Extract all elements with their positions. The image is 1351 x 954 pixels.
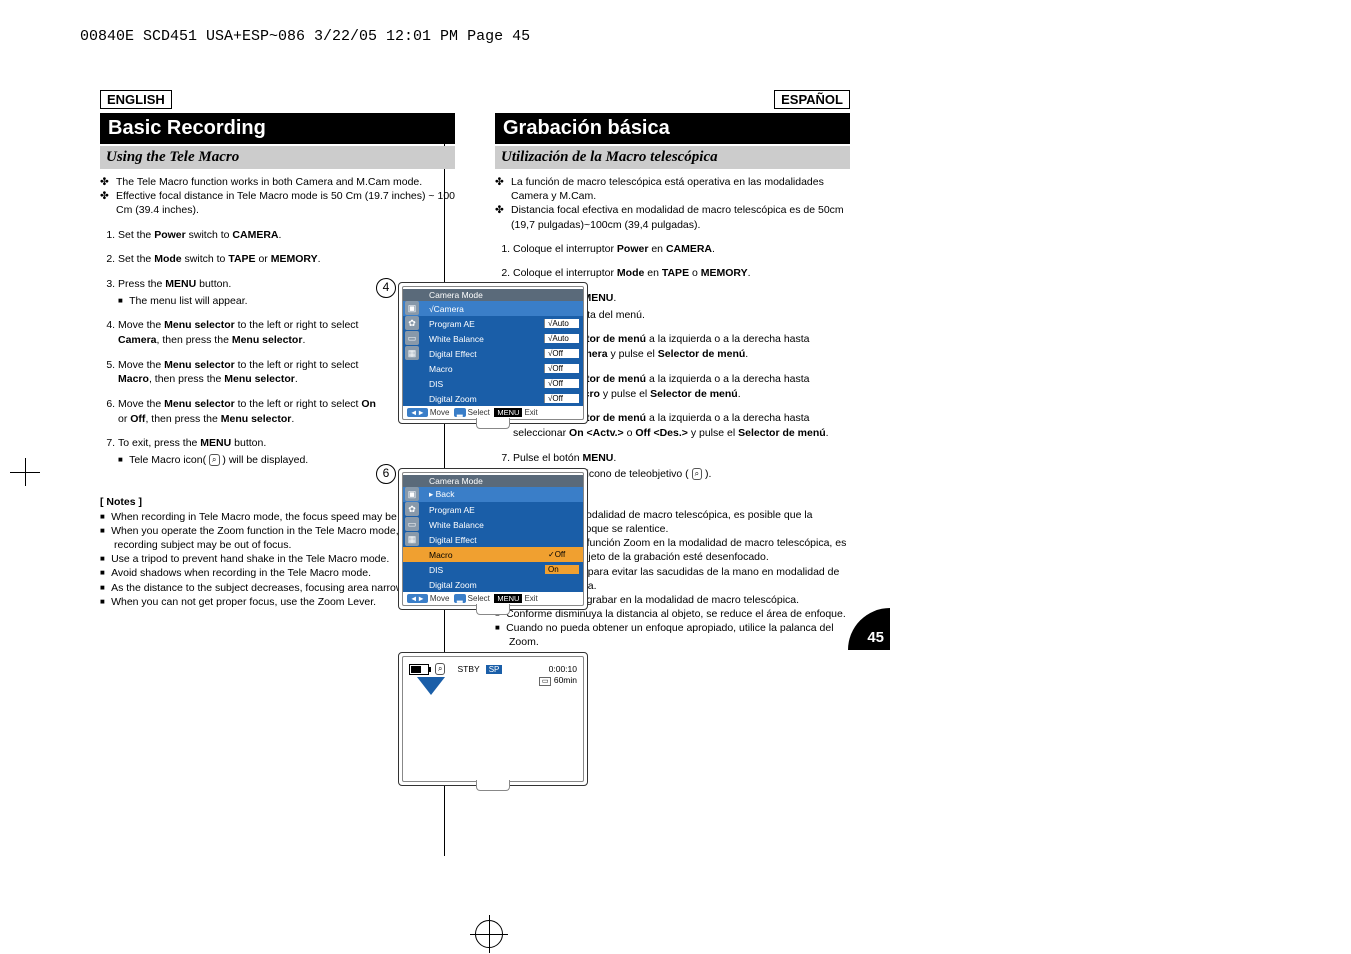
- lcd-title: Camera Mode: [403, 289, 583, 301]
- intro-en: ✤The Tele Macro function works in both C…: [100, 175, 455, 218]
- step: Move the Menu selector to the left or ri…: [118, 358, 385, 387]
- sp-badge: SP: [486, 665, 503, 674]
- tele-macro-icon: ⌕: [692, 468, 702, 480]
- page-number: 45: [848, 608, 890, 650]
- lcd-screenshot-4: 4 ▣ ✿ ▭ ▦ Camera Mode √Camera Program AE…: [398, 282, 588, 424]
- tele-macro-icon: ⌕: [435, 663, 445, 675]
- step: To exit, press the MENU button. Tele Mac…: [118, 436, 385, 467]
- note: Cuando no pueda obtener un enfoque aprop…: [509, 621, 850, 649]
- lcd-menu-row: DIS√Off: [403, 376, 583, 391]
- registration-mark: [475, 920, 503, 948]
- lcd-footer: ◄►Move ▂Select MENUExit: [403, 406, 583, 417]
- display-icon: ▭: [405, 331, 419, 345]
- lcd-menu-row: Program AE√Auto: [403, 316, 583, 331]
- lcd-sidebar-icons: ▣ ✿ ▭ ▦: [405, 301, 421, 361]
- step: Coloque el interruptor Mode en TAPE o ME…: [513, 266, 850, 281]
- timecode: 0:00:10: [549, 664, 577, 674]
- substep: Tele Macro icon( ⌕ ) will be displayed.: [132, 453, 385, 468]
- lcd-recording-status: ⌕ STBY SP 0:00:10 ▭ 60min: [398, 652, 588, 786]
- step: Press the MENU button. The menu list wil…: [118, 277, 385, 308]
- lcd-menu-row: Digital Zoom√Off: [403, 391, 583, 406]
- step: Set the Power switch to CAMERA.: [118, 228, 385, 243]
- tele-macro-icon: ⌕: [209, 454, 219, 466]
- gear-icon: ✿: [405, 316, 419, 330]
- step: Set the Mode switch to TAPE or MEMORY.: [118, 252, 385, 267]
- lcd-menu-row: Digital Effect: [403, 532, 583, 547]
- callout-number: 4: [376, 278, 396, 298]
- substep: The menu list will appear.: [132, 294, 385, 309]
- lcd-menu-row: Digital Zoom: [403, 577, 583, 592]
- status-row: ⌕ STBY SP 0:00:10: [403, 659, 583, 675]
- section-title-es: Grabación básica: [495, 113, 850, 144]
- section-subtitle-en: Using the Tele Macro: [100, 146, 455, 169]
- intro-line: La función de macro telescópica está ope…: [511, 175, 850, 203]
- step: Move the Menu selector to the left or ri…: [118, 397, 385, 426]
- crop-mark: [25, 458, 26, 486]
- lcd-title: Camera Mode: [403, 475, 583, 487]
- step: Move the Menu selector to the left or ri…: [118, 318, 385, 347]
- lcd-screenshot-6: 6 ▣ ✿ ▭ ▦ Camera Mode ▸ Back Program AE …: [398, 468, 588, 610]
- cam-icon: ▣: [405, 487, 419, 501]
- lcd-menu-row-selected: Macro✓Off: [403, 547, 583, 562]
- memory-icon: ▦: [405, 346, 419, 360]
- lcd-menu-row: Digital Effect√Off: [403, 346, 583, 361]
- language-badge-spanish: ESPAÑOL: [774, 90, 850, 109]
- steps-en: Set the Power switch to CAMERA. Set the …: [100, 228, 385, 468]
- intro-line: The Tele Macro function works in both Ca…: [116, 175, 422, 189]
- intro-line: Effective focal distance in Tele Macro m…: [116, 189, 455, 217]
- battery-icon: [409, 664, 429, 675]
- intro-es: ✤La función de macro telescópica está op…: [495, 175, 850, 232]
- lcd-menu-row: White Balance√Auto: [403, 331, 583, 346]
- intro-line: Distancia focal efectiva en modalidad de…: [511, 203, 850, 231]
- lcd-section: √Camera: [403, 301, 583, 316]
- play-arrow-icon: [417, 677, 445, 695]
- display-icon: ▭: [405, 517, 419, 531]
- lcd-footer: ◄►Move ▂Select MENUExit: [403, 592, 583, 603]
- step: Coloque el interruptor Power en CAMERA.: [513, 242, 850, 257]
- lcd-sidebar-icons: ▣ ✿ ▭ ▦: [405, 487, 421, 547]
- stby-label: STBY: [457, 664, 479, 674]
- prepress-header: 00840E SCD451 USA+ESP~086 3/22/05 12:01 …: [80, 28, 530, 45]
- cam-icon: ▣: [405, 301, 419, 315]
- lcd-menu-row: DIS On: [403, 562, 583, 577]
- lcd-menu-row: Program AE: [403, 502, 583, 517]
- lcd-section: ▸ Back: [403, 487, 583, 502]
- gear-icon: ✿: [405, 502, 419, 516]
- lcd-menu-row: Macro√Off: [403, 361, 583, 376]
- memory-icon: ▦: [405, 532, 419, 546]
- language-badge-english: ENGLISH: [100, 90, 172, 109]
- section-subtitle-es: Utilización de la Macro telescópica: [495, 146, 850, 169]
- section-title-en: Basic Recording: [100, 113, 455, 144]
- lcd-menu-row: White Balance: [403, 517, 583, 532]
- callout-number: 6: [376, 464, 396, 484]
